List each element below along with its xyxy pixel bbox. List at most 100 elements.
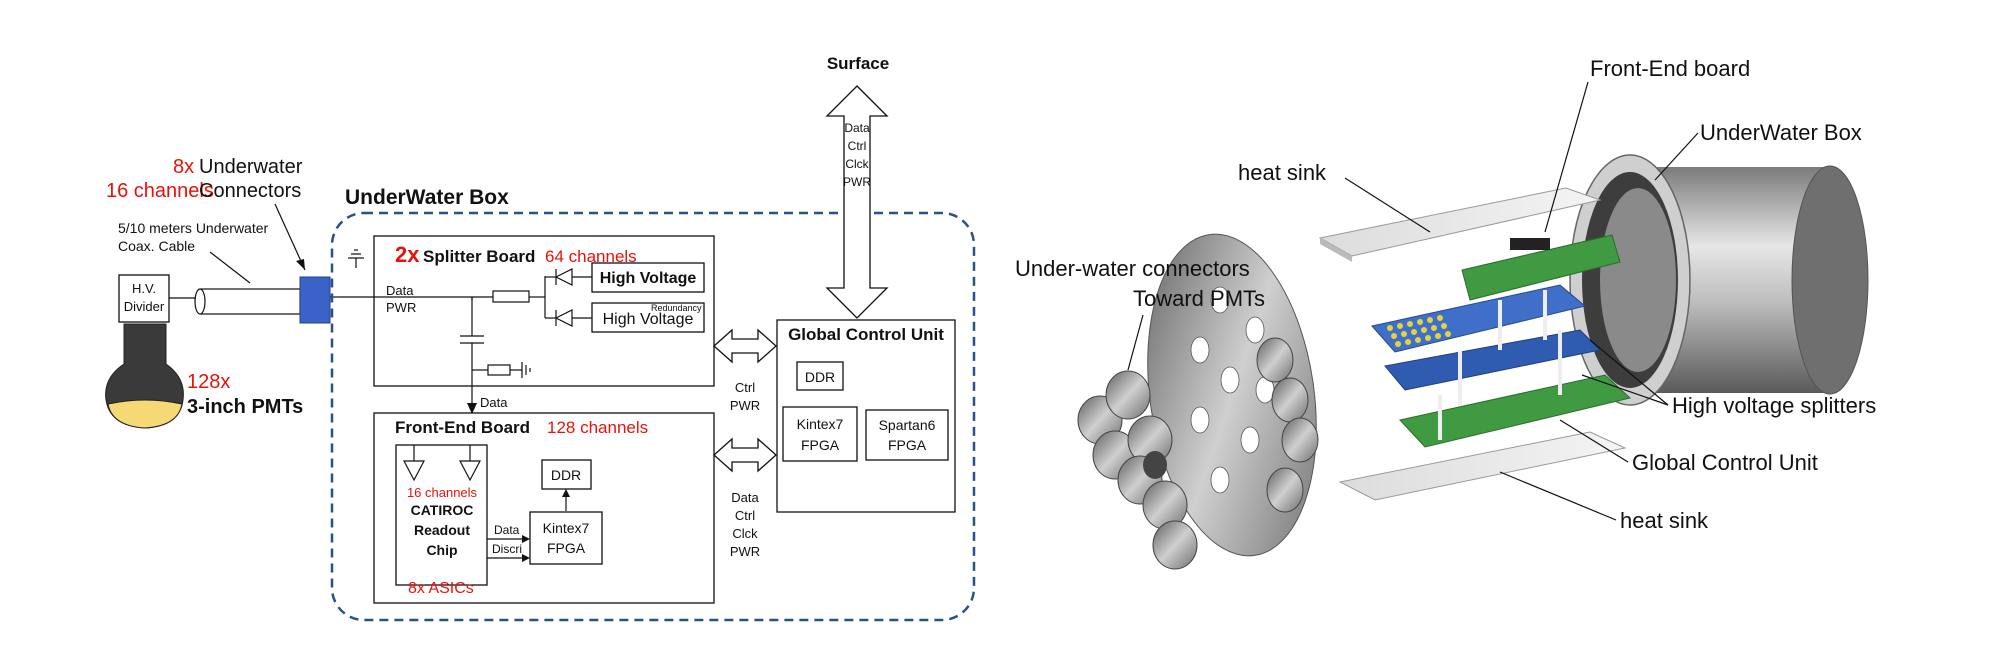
- chip-label-3: Chip: [426, 542, 457, 558]
- chip-label-1: CATIROC: [411, 502, 474, 518]
- frontend-fpga-box: [529, 511, 603, 565]
- pmt-label: 3-inch PMTs: [187, 396, 303, 418]
- link2-label-2: Ctrl: [735, 508, 755, 523]
- heat-sink-bottom-render: [1338, 431, 1627, 501]
- surface-signal-2: Ctrl: [848, 139, 867, 153]
- pmt-window: [107, 399, 183, 429]
- pointer-gcu: [1559, 419, 1629, 463]
- splitter-pwr-label: PWR: [386, 300, 416, 315]
- pmt-count: 128x: [187, 371, 230, 393]
- label-underwater-box: UnderWater Box: [1700, 120, 1862, 145]
- signal-data-arrow: [522, 535, 530, 543]
- high-voltage-box-2: [591, 302, 705, 333]
- hv-splitter-board-1: [1371, 284, 1587, 353]
- signal-discri-label: Discri: [492, 542, 522, 556]
- asics-label: 8x ASICs: [408, 580, 474, 597]
- cable-pointer: [209, 251, 251, 284]
- frontend-channels: 128 channels: [547, 418, 648, 437]
- gcu-spartan-box: [865, 409, 949, 461]
- splitter-gcu-link: [713, 328, 777, 364]
- link2-label-1: Data: [731, 490, 759, 505]
- splitter-channels: 64 channels: [545, 247, 637, 266]
- end-plate-holes: [1190, 286, 1275, 494]
- gcu-board-render: [1399, 374, 1632, 448]
- fe-chip: [1510, 238, 1550, 250]
- underwater-box-render: [1569, 154, 1869, 406]
- surface-label: Surface: [827, 54, 889, 73]
- connectors-channels-label: 16 channels: [106, 180, 214, 202]
- gcu-kintex-box: [782, 406, 858, 462]
- surface-signal-1: Data: [844, 121, 870, 135]
- frontend-fpga-label-2: FPGA: [547, 540, 586, 556]
- high-voltage-label-2: High Voltage: [603, 311, 694, 328]
- gcu-spartan-label-2: FPGA: [888, 437, 927, 453]
- connector-pointer-head: [296, 259, 305, 270]
- label-connectors-1: Under-water connectors: [1015, 256, 1250, 281]
- splitter-data-label: Data: [386, 283, 414, 298]
- signal-data-label: Data: [494, 523, 520, 537]
- frontend-ddr-box: [541, 459, 592, 490]
- pointer-front-end-board: [1544, 81, 1589, 233]
- heat-sink-top-edge: [1320, 238, 1352, 262]
- data-arrow-head: [467, 403, 477, 414]
- label-heat-sink-top: heat sink: [1238, 160, 1327, 185]
- high-voltage-label-1: High Voltage: [600, 270, 697, 287]
- connectors-render: [1077, 337, 1319, 570]
- connector-pointer: [274, 203, 306, 271]
- ddr-link-arrow: [562, 489, 570, 497]
- ground-resistor: [487, 364, 511, 376]
- link2-label-4: PWR: [730, 544, 760, 559]
- label-gcu: Global Control Unit: [1632, 450, 1818, 475]
- label-front-end-board: Front-End board: [1590, 56, 1750, 81]
- data-label: Data: [480, 395, 508, 410]
- label-hv-splitters: High voltage splitters: [1672, 393, 1876, 418]
- connectors-label: Underwater: [199, 156, 303, 178]
- hv-divider-label-1: H.V.: [132, 281, 156, 296]
- hv-divider-label-2: Divider: [124, 299, 165, 314]
- surface-signal-4: PWR: [843, 175, 871, 189]
- redundancy-label: Redundancy: [651, 303, 702, 313]
- frontend-gcu-link: [713, 437, 777, 473]
- gcu-ddr-label: DDR: [805, 369, 835, 385]
- underwater-box-outline: [330, 211, 976, 622]
- signal-discri-arrow: [522, 554, 530, 562]
- frontend-title: Front-End Board: [395, 418, 530, 437]
- front-end-board-render: [1461, 234, 1621, 301]
- chip-label-2: Readout: [414, 522, 470, 538]
- splitter-components: [1387, 315, 1451, 347]
- heat-sink-top-render: [1318, 187, 1602, 257]
- underwater-connector: [299, 276, 331, 324]
- pointer-connectors: [1127, 314, 1144, 371]
- pointer-underwater-box: [1654, 132, 1699, 181]
- gcu-spartan-label-1: Spartan6: [879, 417, 936, 433]
- gcu-kintex-label-1: Kintex7: [797, 416, 844, 432]
- hv-splitter-board-2: [1384, 329, 1602, 391]
- frontend-fpga-label-1: Kintex7: [543, 520, 590, 536]
- pointer-heat-sink-bottom: [1499, 471, 1617, 521]
- connectors-count-label: 8x: [173, 156, 194, 178]
- link1-label-2: PWR: [730, 398, 760, 413]
- standoffs: [1438, 290, 1562, 440]
- splitter-title: Splitter Board: [423, 247, 535, 266]
- splitter-resistor: [492, 290, 530, 303]
- link1-label-1: Ctrl: [735, 380, 755, 395]
- surface-signal-3: Clck: [845, 157, 869, 171]
- underwater-box-title: UnderWater Box: [345, 186, 509, 209]
- pointer-heat-sink-top: [1344, 177, 1431, 233]
- coax-cable: [199, 288, 301, 315]
- surface-link-arrow: [825, 85, 889, 319]
- gcu-title: Global Control Unit: [788, 325, 944, 344]
- cable-end: [194, 288, 206, 315]
- label-heat-sink-bottom: heat sink: [1620, 508, 1709, 533]
- gcu-kintex-label-2: FPGA: [801, 437, 840, 453]
- chip-channels: 16 channels: [407, 485, 478, 500]
- high-voltage-box-1: [591, 262, 705, 293]
- cable-label-2: Coax. Cable: [118, 238, 195, 254]
- pointer-hv-splitters-1: [1589, 339, 1669, 406]
- link2-label-3: Clck: [732, 526, 758, 541]
- frontend-ddr-label: DDR: [551, 467, 581, 483]
- splitter-count: 2x: [395, 242, 420, 267]
- cable-label-1: 5/10 meters Underwater: [118, 220, 269, 236]
